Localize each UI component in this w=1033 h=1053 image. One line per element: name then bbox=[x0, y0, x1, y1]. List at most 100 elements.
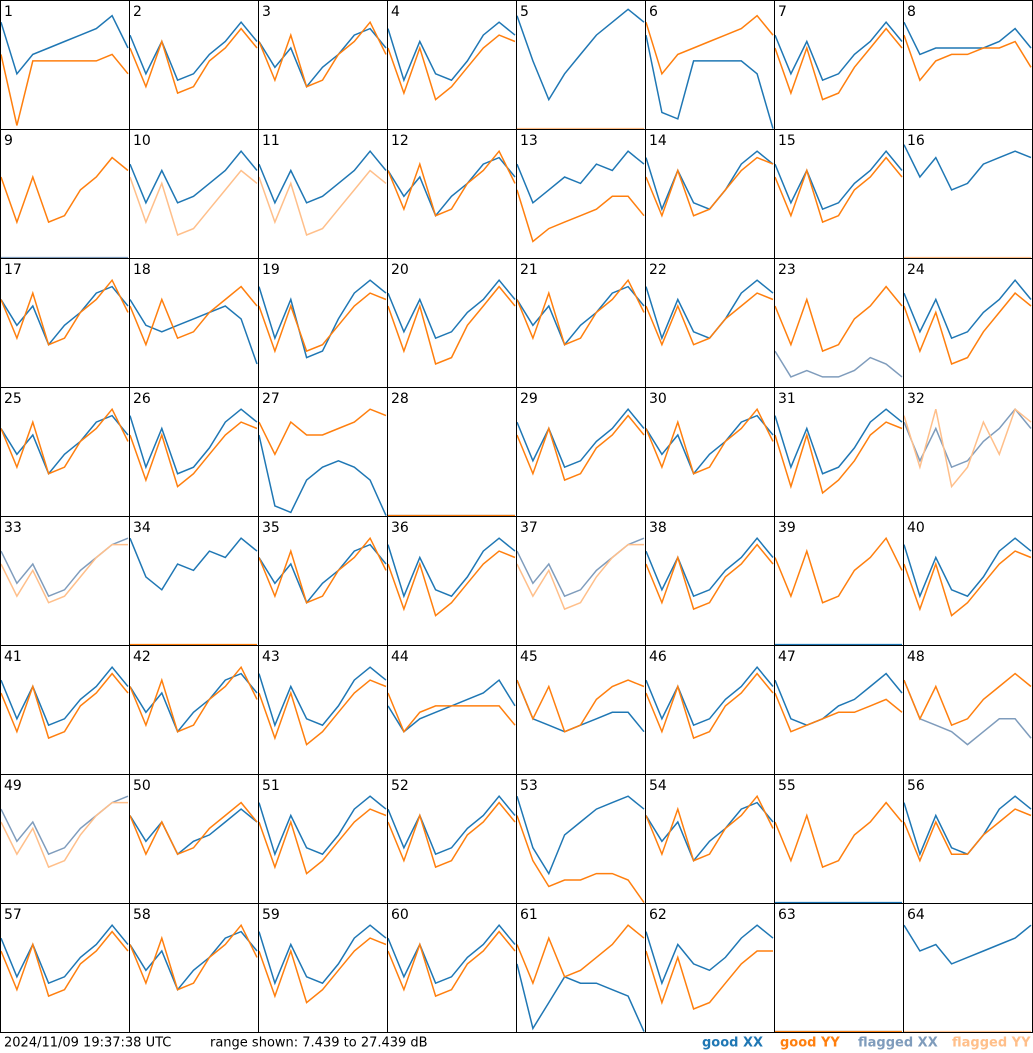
xx-line bbox=[903, 279, 1032, 340]
panel-label: 50 bbox=[133, 778, 151, 794]
panel-label: 10 bbox=[133, 133, 151, 149]
panel-label: 8 bbox=[907, 4, 916, 20]
panel-label: 58 bbox=[133, 907, 151, 923]
yy-line bbox=[645, 156, 774, 218]
yy-line bbox=[387, 550, 516, 617]
xx-line bbox=[516, 795, 645, 876]
panel-label: 12 bbox=[391, 133, 409, 149]
panel-label: 46 bbox=[649, 649, 667, 665]
yy-line bbox=[0, 156, 129, 225]
panel-label: 61 bbox=[520, 907, 538, 923]
panel-label: 9 bbox=[4, 133, 13, 149]
yy-line bbox=[258, 808, 387, 875]
xx-line bbox=[0, 285, 129, 347]
panel-label: 54 bbox=[649, 778, 667, 794]
panel-label: 49 bbox=[4, 778, 22, 794]
xx-line bbox=[645, 924, 774, 986]
xx-line bbox=[0, 14, 129, 76]
panel-label: 56 bbox=[907, 778, 925, 794]
panel-label: 14 bbox=[649, 133, 667, 149]
yy-line bbox=[129, 27, 258, 95]
yy-line bbox=[516, 414, 645, 482]
panel-label: 18 bbox=[133, 262, 151, 278]
yy-line bbox=[516, 815, 645, 904]
panel-label: 19 bbox=[262, 262, 280, 278]
xx-line bbox=[258, 279, 387, 359]
yy-line bbox=[903, 672, 1032, 727]
xx-line bbox=[387, 795, 516, 856]
panel-label: 64 bbox=[907, 907, 925, 923]
xx-line bbox=[129, 672, 258, 734]
xx-line bbox=[258, 543, 387, 605]
panel-label: 30 bbox=[649, 391, 667, 407]
xx-line bbox=[0, 924, 129, 985]
xx-line bbox=[258, 150, 387, 205]
panel-label: 44 bbox=[391, 649, 409, 665]
panel-label: 45 bbox=[520, 649, 538, 665]
xx-line bbox=[0, 666, 129, 727]
panel-label: 5 bbox=[520, 4, 529, 20]
panel-label: 32 bbox=[907, 391, 925, 407]
panel-label: 27 bbox=[262, 391, 280, 407]
yy-line bbox=[774, 692, 903, 733]
xx-line bbox=[258, 434, 387, 516]
xx-line bbox=[258, 666, 387, 728]
panel-label: 26 bbox=[133, 391, 151, 407]
panel-label: 28 bbox=[391, 391, 409, 407]
yy-line bbox=[903, 407, 1032, 489]
yy-line bbox=[0, 407, 129, 475]
panel-label: 20 bbox=[391, 262, 409, 278]
panel-label: 40 bbox=[907, 520, 925, 536]
panel-label: 38 bbox=[649, 520, 667, 536]
yy-line bbox=[903, 550, 1032, 617]
yy-line bbox=[387, 801, 516, 869]
yy-line bbox=[645, 794, 774, 862]
xx-line bbox=[903, 21, 1032, 56]
legend-entry: good YY bbox=[780, 1036, 840, 1051]
panel-label: 47 bbox=[778, 649, 796, 665]
panel-label: 52 bbox=[391, 778, 409, 794]
xx-line bbox=[129, 537, 258, 591]
panel-label: 21 bbox=[520, 262, 538, 278]
xx-line bbox=[129, 808, 258, 856]
panel-label: 31 bbox=[778, 391, 796, 407]
panel-label: 34 bbox=[133, 520, 151, 536]
panel-label: 59 bbox=[262, 907, 280, 923]
yy-line bbox=[258, 937, 387, 1004]
xx-line bbox=[516, 8, 645, 102]
xx-line bbox=[258, 27, 387, 89]
xx-line bbox=[129, 408, 258, 475]
xx-line bbox=[129, 150, 258, 205]
yy-line bbox=[903, 34, 1032, 82]
yy-line bbox=[0, 543, 128, 604]
xx-line bbox=[387, 924, 516, 985]
yy-line bbox=[645, 14, 774, 76]
panel-label: 63 bbox=[778, 907, 796, 923]
yy-line bbox=[387, 285, 516, 366]
xx-line bbox=[258, 795, 387, 857]
yy-line bbox=[645, 950, 773, 1011]
yy-line bbox=[516, 679, 645, 733]
panel-label: 25 bbox=[4, 391, 22, 407]
panel-label: 35 bbox=[262, 520, 280, 536]
yy-line bbox=[129, 801, 258, 857]
panel-label: 16 bbox=[907, 133, 925, 149]
xx-line bbox=[774, 21, 903, 82]
yy-line bbox=[129, 285, 258, 347]
legend-entry: flagged YY bbox=[952, 1036, 1031, 1051]
xx-line bbox=[645, 414, 774, 476]
yy-line bbox=[0, 672, 129, 740]
panel-label: 23 bbox=[778, 262, 796, 278]
panel-label: 60 bbox=[391, 907, 409, 923]
panel-label: 15 bbox=[778, 133, 796, 149]
panel-label: 39 bbox=[778, 520, 796, 536]
yy-line bbox=[516, 278, 645, 346]
panel-label: 43 bbox=[262, 649, 280, 665]
yy-line bbox=[774, 536, 903, 604]
timestamp: 2024/11/09 19:37:38 UTC bbox=[4, 1036, 171, 1051]
yy-line bbox=[387, 149, 516, 217]
panel-label: 51 bbox=[262, 778, 280, 794]
yy-line bbox=[258, 408, 387, 456]
yy-line bbox=[387, 930, 516, 998]
xx-line bbox=[774, 150, 903, 211]
